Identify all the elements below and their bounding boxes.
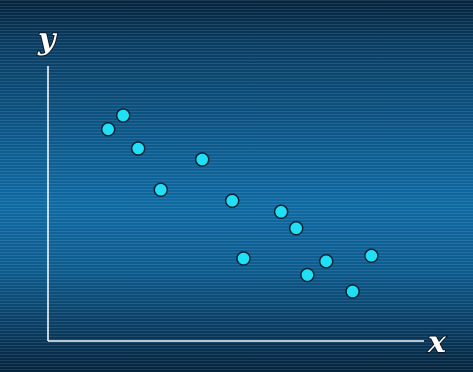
data-point-9 xyxy=(288,221,304,236)
y-axis-label: y xyxy=(37,22,58,57)
data-point-3 xyxy=(130,141,146,156)
data-points xyxy=(100,108,379,299)
data-point-11 xyxy=(318,254,334,269)
data-point-10 xyxy=(300,267,315,283)
data-point-7 xyxy=(236,251,251,266)
data-point-5 xyxy=(194,152,210,167)
data-point-12 xyxy=(345,284,360,299)
data-point-13 xyxy=(364,248,379,264)
data-point-4 xyxy=(153,182,169,198)
data-point-6 xyxy=(224,193,240,209)
x-axis-label: x xyxy=(427,325,447,360)
data-point-1 xyxy=(100,122,116,137)
data-point-8 xyxy=(273,204,289,220)
data-point-2 xyxy=(115,108,131,123)
